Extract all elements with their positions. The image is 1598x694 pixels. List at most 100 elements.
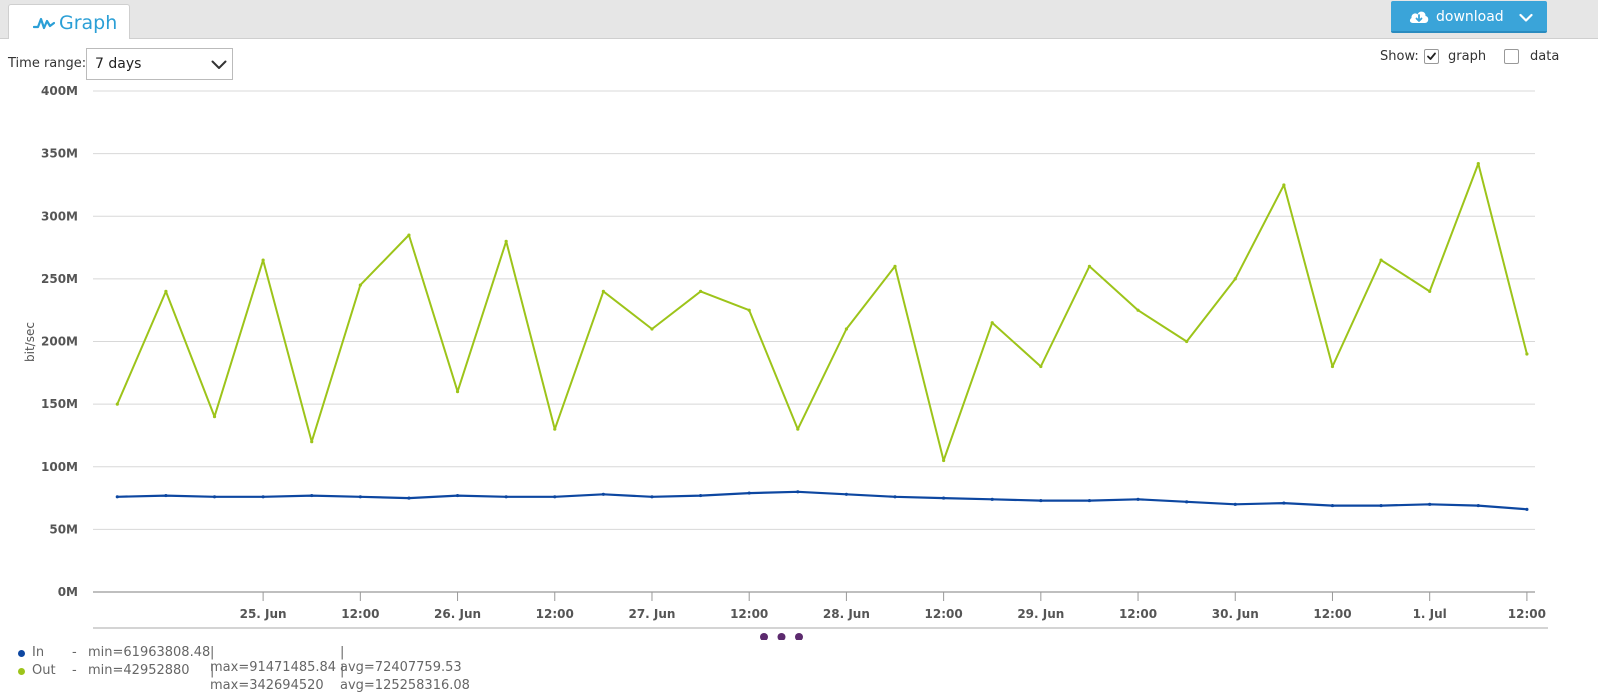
data-point-in [698, 493, 703, 498]
data-point-out [261, 258, 265, 262]
data-point-in [1087, 498, 1092, 503]
data-point-in [1476, 503, 1480, 508]
legend-in-max: | max=91471485.84 [210, 645, 337, 675]
show-label: Show: [1380, 49, 1419, 64]
data-point-out [455, 390, 460, 394]
legend-out-dot [18, 668, 25, 675]
data-point-out [698, 289, 703, 293]
data-point-in [455, 493, 460, 498]
y-tick-label: 350M [41, 147, 78, 161]
series-line-out [116, 162, 1528, 462]
data-point-in [844, 492, 849, 496]
x-tick-label: 27. Jun [628, 607, 675, 621]
data-point-out [212, 415, 217, 419]
data-checkbox-label: data [1530, 49, 1560, 64]
data-point-in [942, 496, 946, 500]
data-point-out [844, 327, 849, 331]
graph-checkbox-label: graph [1448, 49, 1487, 64]
legend-out-name: Out [32, 663, 56, 678]
data-point-out [407, 233, 411, 237]
data-point-out [358, 283, 362, 287]
data-point-out [1330, 364, 1335, 369]
data-point-in [747, 491, 751, 495]
data-point-in [1039, 498, 1043, 503]
x-tick-label: 12:00 [341, 607, 379, 621]
data-point-out [747, 308, 751, 312]
pager-dot [760, 633, 768, 640]
legend-in-name: In [32, 645, 45, 660]
y-tick-label: 0M [58, 585, 78, 599]
data-point-out [553, 427, 557, 431]
data-point-out [1039, 364, 1043, 369]
top-toolbar: Graph download [0, 0, 1598, 39]
data-point-out [893, 264, 897, 268]
data-point-in [601, 492, 605, 496]
chart-grid [93, 90, 1535, 593]
legend-in-dash: - [72, 645, 77, 660]
x-tick-label: 12:00 [925, 607, 963, 621]
data-point-out [1136, 308, 1140, 312]
data-point-out [990, 321, 994, 325]
data-point-in [164, 493, 168, 498]
data-point-out [1282, 183, 1286, 187]
data-point-out [1379, 258, 1383, 262]
data-checkbox[interactable] [1504, 49, 1519, 64]
graph-checkbox[interactable] [1424, 49, 1439, 64]
data-point-in [212, 495, 217, 499]
legend-in-dot [18, 650, 25, 657]
tab-graph[interactable]: Graph [8, 4, 130, 39]
pager-dots[interactable] [760, 633, 803, 640]
data-point-out [1525, 352, 1529, 356]
data-point-in [1185, 500, 1189, 504]
data-point-out [1428, 289, 1432, 293]
legend-out-max: | max=342694520 [210, 663, 324, 693]
data-point-in [893, 495, 897, 499]
data-point-out [1233, 277, 1237, 281]
chevron-down-icon [1519, 13, 1533, 22]
time-range-label: Time range: [8, 56, 87, 71]
download-button[interactable]: download [1391, 1, 1547, 33]
x-tick-label: 30. Jun [1212, 607, 1259, 621]
y-tick-label: 400M [41, 84, 78, 98]
y-axis-label: bit/sec [23, 322, 37, 362]
data-point-out [601, 289, 605, 293]
series-line-in [117, 490, 1527, 511]
y-tick-label: 250M [41, 272, 78, 286]
data-point-in [650, 495, 654, 499]
y-tick-label: 200M [41, 335, 78, 349]
traffic-line-chart: 0M 50M 100M 150M 200M 250M 300M 350M 400M 25. Ju… [23, 84, 1548, 640]
time-range-value: 7 days [95, 56, 142, 72]
legend-in-min: min=61963808.48 [88, 645, 211, 660]
x-tick-label: 12:00 [1119, 607, 1157, 621]
download-label: download [1436, 9, 1504, 25]
data-point-out [942, 458, 946, 463]
chevron-down-icon [211, 60, 227, 69]
data-point-in [1525, 507, 1529, 511]
data-point-in [1330, 503, 1335, 508]
pager-dot [777, 633, 786, 640]
legend-out-dash: - [72, 663, 77, 678]
cloud-download-icon [1409, 11, 1429, 23]
data-point-in [310, 493, 314, 498]
x-tick-label: 25. Jun [240, 607, 287, 621]
data-point-out [164, 289, 168, 293]
legend-out-avg: | avg=125258316.08 [340, 663, 470, 693]
pager-dot [795, 633, 803, 640]
time-range-select[interactable]: 7 days [86, 48, 233, 80]
y-tick-label: 300M [41, 209, 78, 223]
x-tick-label: 26. Jun [434, 607, 481, 621]
data-point-in [1428, 502, 1432, 506]
data-point-in [796, 490, 800, 494]
data-point-in [407, 496, 411, 500]
legend-in-avg: | avg=72407759.53 [340, 645, 462, 675]
y-axis: 0M 50M 100M 150M 200M 250M 300M 350M 400M [41, 84, 78, 599]
y-tick-label: 50M [49, 522, 78, 536]
legend-out-min: min=42952880 [88, 663, 190, 678]
checkmark-icon [1427, 52, 1436, 60]
data-point-in [115, 495, 119, 499]
data-point-in [504, 495, 508, 499]
data-point-out [796, 427, 800, 431]
data-point-in [990, 497, 994, 501]
data-point-out [650, 327, 654, 331]
data-point-in [553, 495, 557, 499]
